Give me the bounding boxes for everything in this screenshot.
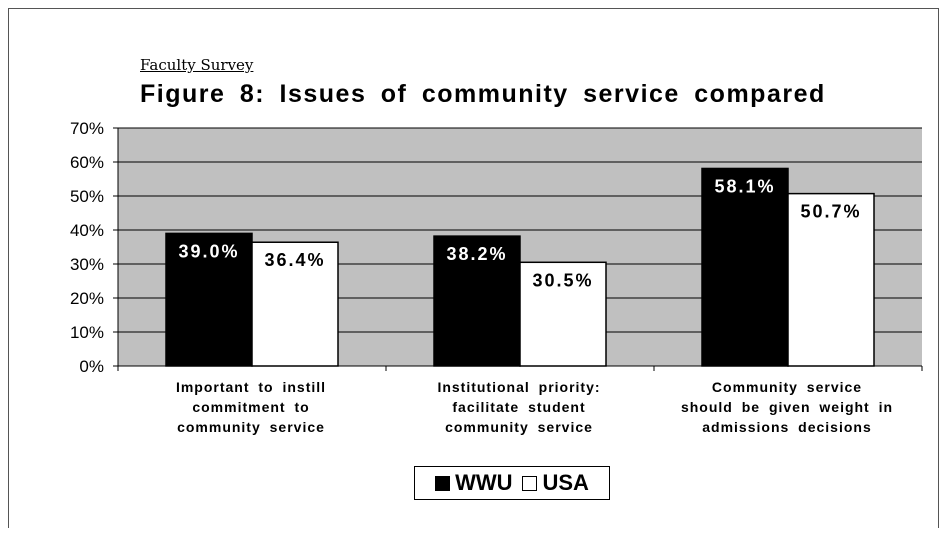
y-tick-label: 60%: [70, 153, 104, 172]
y-tick-label: 50%: [70, 187, 104, 206]
category-label-3-line-2: should be given weight in: [680, 399, 894, 415]
chart-title: Figure 8: Issues of community service co…: [140, 80, 826, 108]
y-tick-label: 70%: [70, 119, 104, 138]
chart-legend: WWU USA: [414, 466, 610, 500]
bar-wwu: [165, 232, 253, 367]
category-label-2-line-1: Institutional priority:: [437, 379, 601, 395]
data-label-wwu: 38.2%: [446, 244, 507, 264]
bar-usa: [519, 261, 607, 367]
bar-wwu: [701, 167, 789, 367]
data-label-usa: 50.7%: [800, 202, 861, 222]
category-label-3-line-1: Community service: [711, 379, 863, 395]
bar-usa: [251, 241, 339, 367]
legend-label-usa: USA: [542, 470, 589, 495]
category-label-1-line-1: Important to instill: [175, 379, 327, 395]
data-label-wwu: 58.1%: [714, 176, 775, 196]
data-label-usa: 36.4%: [264, 250, 325, 270]
legend-item-usa: USA: [522, 470, 589, 496]
legend-label-wwu: WWU: [455, 470, 513, 495]
legend-swatch-wwu: [435, 475, 451, 491]
legend-item-wwu: WWU: [435, 470, 512, 496]
bar-usa: [787, 192, 875, 367]
category-label-3-line-3: admissions decisions: [702, 419, 872, 435]
category-label-2-line-3: community service: [445, 419, 593, 435]
y-tick-label: 0%: [79, 357, 104, 376]
data-label-usa: 30.5%: [532, 270, 593, 290]
category-label-1: Important to instill commitment to commu…: [140, 377, 362, 437]
y-tick-label: 30%: [70, 255, 104, 274]
legend-swatch-usa: [522, 475, 538, 491]
category-label-1-line-2: commitment to: [192, 399, 310, 415]
chart-subtitle: Faculty Survey: [140, 56, 254, 74]
y-tick-label: 20%: [70, 289, 104, 308]
data-label-wwu: 39.0%: [178, 241, 239, 261]
y-tick-label: 40%: [70, 221, 104, 240]
category-label-3: Community service should be given weight…: [676, 377, 898, 437]
y-tick-label: 10%: [70, 323, 104, 342]
category-label-1-line-3: community service: [177, 419, 325, 435]
category-label-2: Institutional priority: facilitate stude…: [408, 377, 630, 437]
category-label-2-line-2: facilitate student: [452, 399, 586, 415]
